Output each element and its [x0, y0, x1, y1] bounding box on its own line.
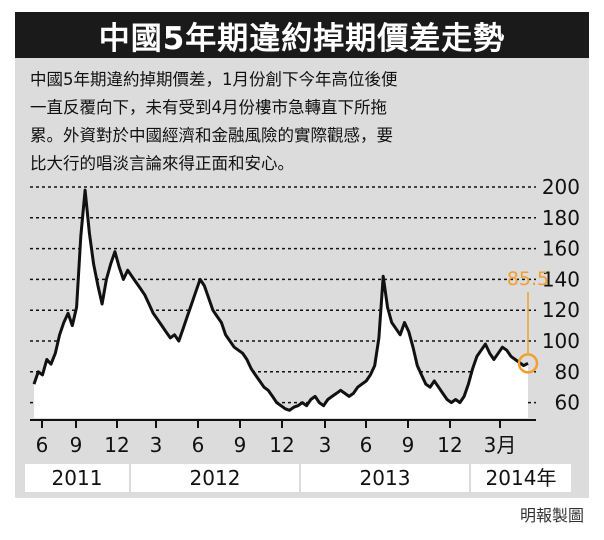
y-axis-ticks: 60 80 100 120 140 160 180 200	[542, 175, 580, 415]
y-tick-label: 140	[542, 267, 580, 291]
chart-description: 中國5年期違約掉期價差，1月份創下今年高位後便 一直反覆向下，未有受到4月份樓市…	[30, 70, 398, 173]
y-tick-label: 200	[542, 175, 580, 199]
x-tick-label: 6	[36, 433, 49, 457]
year-label: 2013	[360, 466, 411, 490]
year-band	[131, 464, 299, 492]
chart-title: 中國5年期違約掉期價差走勢	[15, 12, 589, 58]
y-tick-label: 180	[542, 206, 580, 230]
year-band	[471, 464, 571, 492]
x-tick-label: 12	[269, 433, 294, 457]
year-label: 2011	[52, 466, 103, 490]
x-tick-label: 6	[192, 433, 205, 457]
y-tick-label: 160	[542, 237, 580, 261]
annotation-label: 85.5	[507, 268, 549, 290]
x-tick-label: 6	[360, 433, 373, 457]
x-tick-label: 12	[104, 433, 129, 457]
y-tick-label: 60	[555, 391, 580, 415]
x-tick-label: 12	[437, 433, 462, 457]
year-band	[25, 464, 129, 492]
year-label: 2014年	[486, 466, 557, 490]
annotation-marker	[517, 353, 539, 374]
x-tick-label: 3	[319, 433, 332, 457]
y-tick-label: 120	[542, 298, 580, 322]
x-tick-label: 9	[234, 433, 247, 457]
y-tick-label: 80	[555, 360, 580, 384]
credit-label: 明報製圖	[519, 506, 584, 525]
y-tick-label: 100	[542, 329, 580, 353]
year-band	[301, 464, 469, 492]
series-area-fill	[34, 190, 528, 418]
x-tick-label: 3	[150, 433, 163, 457]
series-line	[32, 188, 529, 412]
x-tick-label: 9	[402, 433, 415, 457]
x-tick-label: 9	[70, 433, 83, 457]
latest-value-annotation: 85.5	[507, 268, 549, 374]
x-tick-label: 3月	[484, 433, 517, 457]
year-label: 2012	[190, 466, 241, 490]
